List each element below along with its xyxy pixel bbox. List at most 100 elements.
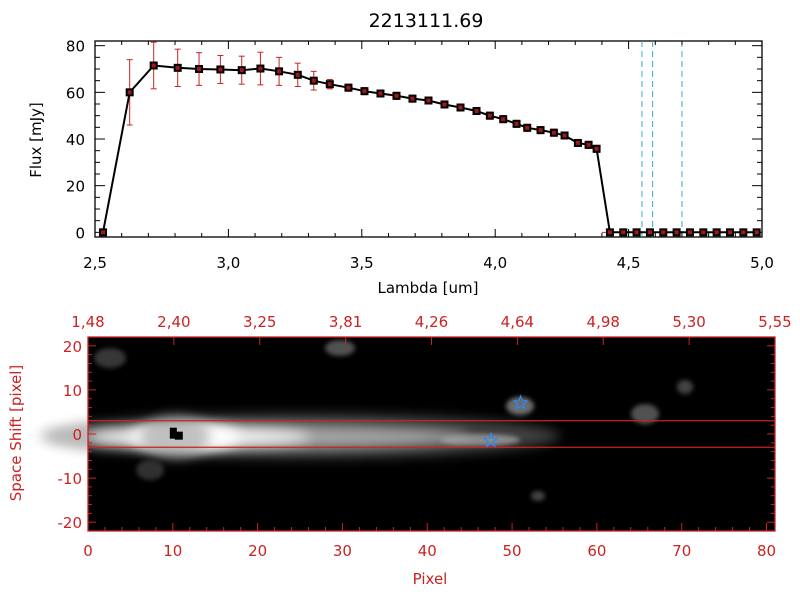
image-x-tick-label: 0	[83, 542, 93, 560]
data-point-center	[525, 125, 530, 130]
data-point-center	[754, 230, 759, 235]
image-y-tick-label: 0	[72, 426, 82, 444]
data-point-center	[687, 230, 692, 235]
image-x-tick-label: 40	[418, 542, 437, 560]
spectrum-tick-labels: 2,5 3,0 3,5 4,0 4,5 5,0 0 20 40 60 80	[66, 38, 774, 272]
data-point-center	[442, 102, 447, 107]
data-point-center	[151, 63, 156, 68]
image-x-tick-label: 80	[757, 542, 776, 560]
image-x-tick-label: 60	[587, 542, 606, 560]
data-point-center	[394, 93, 399, 98]
x-tick-label: 4,0	[483, 254, 507, 272]
image-y-axis-label: Space Shift [pixel]	[7, 365, 25, 502]
image-x-tick-label: 30	[333, 542, 352, 560]
data-point-center	[362, 89, 367, 94]
data-point-center	[575, 140, 580, 145]
x-tick-label: 4,5	[617, 254, 641, 272]
data-point-center	[634, 230, 639, 235]
y-axis-label: Flux [mJy]	[27, 102, 45, 178]
star-marker-1	[482, 431, 500, 448]
data-point-center	[458, 105, 463, 110]
data-point-center	[487, 113, 492, 118]
spectrum-image-plot: 0 10 20 30 40 50 60 70 80 1,48 2,40 3,25 3,81 4,26 4,6…	[7, 313, 792, 588]
spectrum-plot: 2213111.69 2,5 3,0 3,5 4,0 4,5 5,0 0 20 40 60 80 L…	[27, 10, 774, 297]
image-y-tick-label: -20	[58, 514, 83, 532]
data-point-center	[647, 230, 652, 235]
data-point-center	[727, 230, 732, 235]
error-bars	[126, 41, 600, 153]
y-tick-label: 40	[66, 131, 85, 149]
image-x-tick-label: 50	[503, 542, 522, 560]
data-point-center	[258, 66, 263, 71]
data-point-center	[295, 72, 300, 77]
data-point-center	[594, 146, 599, 151]
data-point-center	[538, 128, 543, 133]
x-tick-label: 2,5	[83, 254, 107, 272]
flux-series-line	[102, 64, 757, 234]
data-point-center	[378, 91, 383, 96]
spectrum-plot-frame	[94, 40, 763, 238]
star-marker-0	[512, 394, 529, 411]
data-point-center	[197, 67, 202, 71]
aperture-lines	[88, 420, 775, 448]
image-top-tick-label: 1,48	[71, 313, 104, 331]
data-point-center	[607, 230, 612, 235]
data-point-center	[218, 67, 223, 72]
y-tick-label: 60	[66, 84, 85, 102]
image-x-tick-label: 20	[248, 542, 267, 560]
image-x-axis-label: Pixel	[413, 570, 448, 588]
x-tick-label: 3,0	[216, 254, 240, 272]
data-point-center	[586, 142, 591, 147]
image-top-tick-label: 4,98	[587, 313, 620, 331]
image-tick-labels: 0 10 20 30 40 50 60 70 80 1,48 2,40 3,25 3,81 4,26 4,6…	[58, 313, 792, 560]
reference-lines	[641, 41, 683, 237]
data-point-center	[277, 69, 282, 74]
data-point-center	[327, 82, 332, 87]
image-y-tick-label: -10	[58, 470, 83, 488]
y-tick-label: 80	[66, 38, 85, 56]
data-point-center	[621, 230, 626, 235]
image-markers	[169, 394, 529, 448]
data-point-center	[701, 230, 706, 235]
data-point-center	[501, 117, 506, 122]
image-top-tick-label: 3,81	[329, 313, 362, 331]
data-point-center	[741, 230, 746, 235]
data-point-center	[674, 230, 679, 235]
image-x-tick-label: 70	[672, 542, 691, 560]
data-point-center	[514, 121, 519, 126]
data-point-center	[551, 130, 556, 135]
source-marker-square-2	[174, 431, 183, 440]
data-point-center	[101, 230, 106, 235]
data-point-center	[127, 90, 132, 95]
y-tick-label: 0	[75, 224, 85, 242]
data-point-center	[661, 230, 666, 235]
data-point-center	[562, 133, 567, 138]
image-y-tick-label: 10	[63, 382, 82, 400]
y-tick-label: 20	[66, 178, 85, 196]
image-top-tick-label: 3,25	[243, 313, 276, 331]
data-point-center	[410, 96, 415, 101]
data-point-center	[474, 109, 479, 113]
data-point-center	[239, 68, 244, 73]
chart-title: 2213111.69	[369, 10, 484, 32]
data-point-center	[311, 78, 316, 83]
flux-series-points	[99, 61, 761, 237]
source-marker-square	[169, 427, 177, 439]
image-top-tick-label: 4,64	[501, 313, 534, 331]
image-y-tick-label: 20	[63, 338, 82, 356]
image-x-tick-label: 10	[163, 542, 182, 560]
data-point-center	[426, 98, 431, 103]
data-point-center	[346, 85, 351, 90]
x-axis-label: Lambda [um]	[378, 279, 479, 297]
image-top-tick-label: 2,40	[157, 313, 190, 331]
data-point-center	[175, 65, 180, 70]
image-top-tick-label: 5,30	[672, 313, 705, 331]
data-point-center	[714, 230, 719, 235]
image-axis-ticks	[87, 337, 776, 531]
x-tick-label: 3,5	[350, 254, 374, 272]
image-top-tick-label: 5,55	[758, 313, 791, 331]
x-tick-label: 5,0	[750, 254, 774, 272]
image-top-tick-label: 4,26	[415, 313, 448, 331]
spectrum-axis-ticks	[94, 41, 763, 237]
